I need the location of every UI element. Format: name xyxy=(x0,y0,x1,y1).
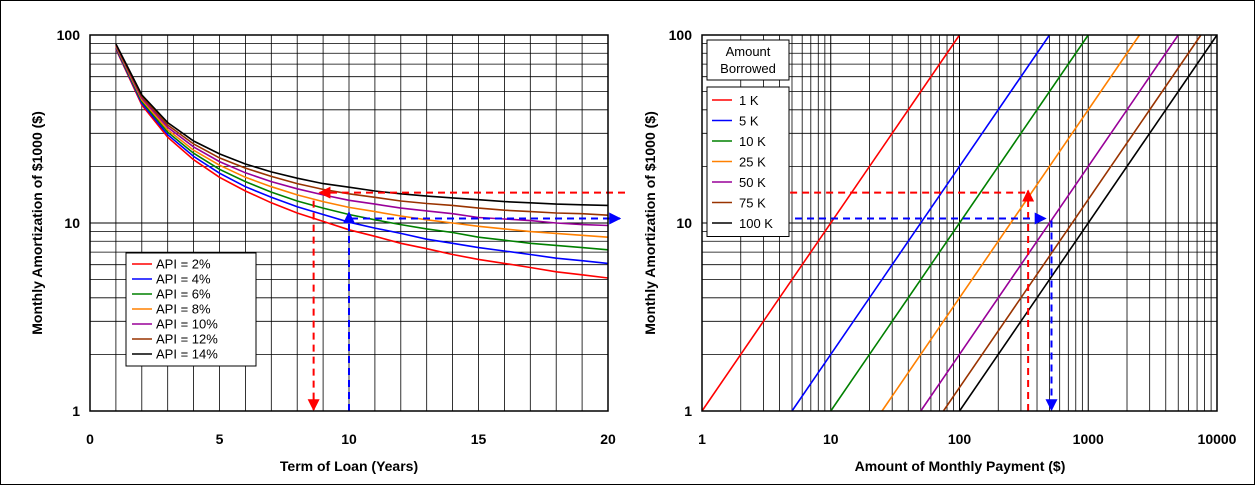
right-series-line-5 xyxy=(942,34,1202,412)
left-legend-label: API = 6% xyxy=(156,287,211,302)
right-legend-label: 5 K xyxy=(739,114,759,129)
right-ticks: 1 10 100 1000 10000 1 10 100 xyxy=(669,27,1237,447)
left-series-line-4 xyxy=(115,45,609,227)
right-xtick-label: 10 xyxy=(823,431,839,447)
right-series xyxy=(701,34,1218,412)
left-series-line-0 xyxy=(115,48,609,279)
right-xtick-label: 100 xyxy=(948,431,972,447)
right-series-line-6 xyxy=(958,34,1218,412)
right-series-line-4 xyxy=(920,34,1179,412)
right-series-line-1 xyxy=(791,34,1051,412)
left-legend-label: API = 8% xyxy=(156,302,211,317)
right-legend-title-box xyxy=(706,39,790,81)
right-series-line-2 xyxy=(830,34,1089,412)
right-xtick-label: 1 xyxy=(698,431,706,447)
left-series-line-2 xyxy=(115,46,609,251)
right-xtick-label: 10000 xyxy=(1198,431,1237,447)
right-legend-label: 10 K xyxy=(739,134,766,149)
left-ticks: 0 5 10 15 20 1 10 100 xyxy=(57,27,616,447)
right-xtick-label: 1000 xyxy=(1073,431,1104,447)
right-legend: Amount Borrowed 1 K 5 K 10 K 25 K 50 K 75 K 100 … xyxy=(706,39,790,237)
left-ylabel: Monthly Amortization of $1000 ($) xyxy=(29,111,45,335)
left-series-line-6 xyxy=(115,43,609,207)
right-legend-label: 100 K xyxy=(739,216,773,231)
right-series-line-3 xyxy=(881,34,1141,412)
right-legend-title: Amount xyxy=(726,44,771,59)
left-ytick-label: 100 xyxy=(57,27,81,43)
right-ylabel: Monthly Amortization of $1000 ($) xyxy=(642,111,658,335)
right-ytick-label: 100 xyxy=(669,27,693,43)
right-legend-label: 1 K xyxy=(739,93,759,108)
left-legend-label: API = 4% xyxy=(156,272,211,287)
left-chart: 0 5 10 15 20 1 10 100 Term of Loan (Years) Mont… xyxy=(29,27,625,474)
left-plot-frame xyxy=(89,34,609,412)
left-annotations xyxy=(307,186,625,412)
left-xtick-label: 10 xyxy=(341,431,357,447)
right-legend-label: 25 K xyxy=(739,155,766,170)
right-chart: 1 10 100 1000 10000 1 10 100 Amount of Monthly … xyxy=(642,27,1237,474)
left-ytick-label: 1 xyxy=(72,403,80,419)
left-ytick-label: 10 xyxy=(64,215,80,231)
left-series xyxy=(115,43,609,279)
left-xlabel: Term of Loan (Years) xyxy=(280,458,418,474)
right-legend-label: 50 K xyxy=(739,175,766,190)
left-xtick-label: 20 xyxy=(600,431,616,447)
right-plot-frame xyxy=(701,34,1218,412)
right-legend-label: 75 K xyxy=(739,196,766,211)
left-xtick-label: 5 xyxy=(216,431,224,447)
left-legend-label: API = 10% xyxy=(156,317,218,332)
left-legend: API = 2%API = 4%API = 6%API = 8%API = 10… xyxy=(125,252,257,367)
left-series-line-1 xyxy=(115,47,609,265)
right-ytick-label: 10 xyxy=(676,215,692,231)
left-xtick-label: 15 xyxy=(471,431,487,447)
right-xlabel: Amount of Monthly Payment ($) xyxy=(855,458,1066,474)
left-series-line-3 xyxy=(115,46,609,238)
left-legend-label: API = 14% xyxy=(156,347,218,362)
right-series-line-0 xyxy=(701,34,961,412)
left-legend-label: API = 12% xyxy=(156,332,218,347)
right-annotations xyxy=(736,186,1058,412)
right-ytick-label: 1 xyxy=(684,403,692,419)
left-series-line-5 xyxy=(115,44,609,216)
left-xtick-label: 0 xyxy=(86,431,94,447)
right-legend-title: Borrowed xyxy=(720,61,776,76)
left-legend-label: API = 2% xyxy=(156,257,211,272)
